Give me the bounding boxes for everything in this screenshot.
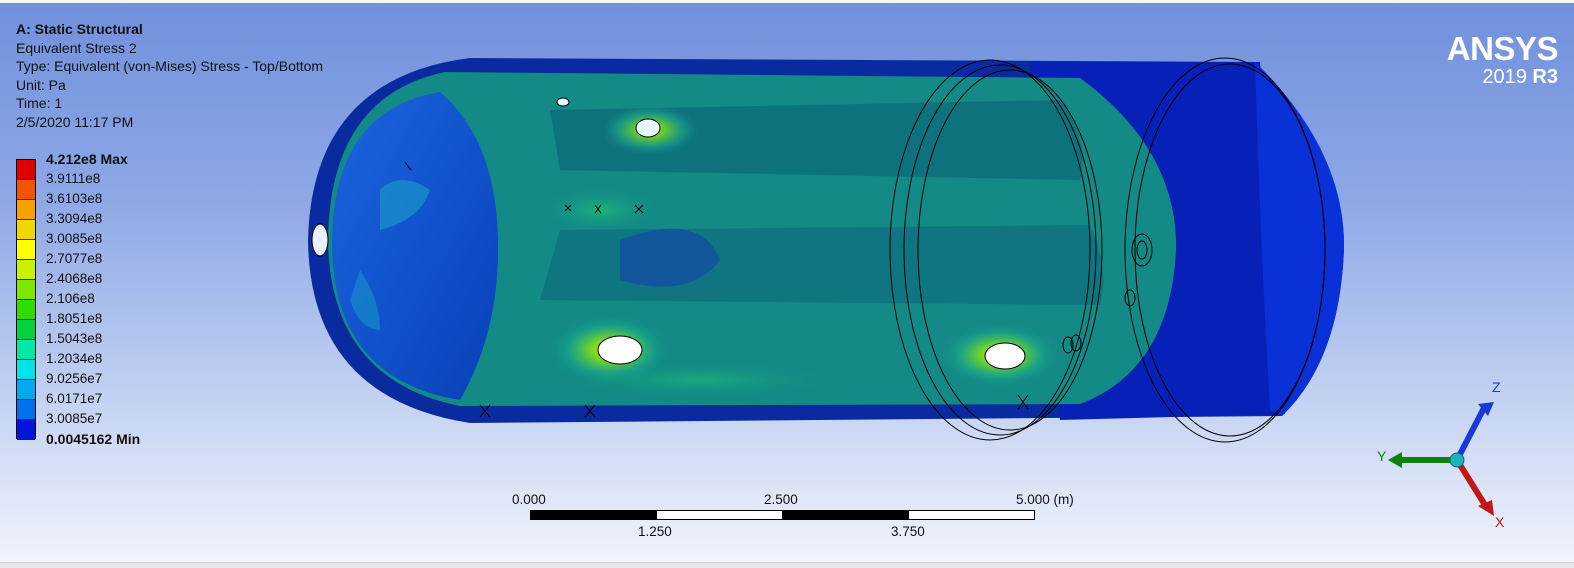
scale-segment-4 <box>908 510 1035 520</box>
result-date: 2/5/2020 11:17 PM <box>16 113 134 130</box>
legend-label: 6.0171e7 <box>46 391 103 406</box>
legend-swatch <box>17 360 35 380</box>
legend-swatch <box>17 180 35 200</box>
status-strip <box>0 562 1574 568</box>
scale-label-2: 2.500 <box>764 492 798 507</box>
vessel-shell <box>308 57 1345 443</box>
legend-label: 0.0045162 Min <box>46 431 141 447</box>
legend-label: 3.3094e8 <box>46 211 103 226</box>
legend-label: 3.9111e8 <box>46 171 101 186</box>
result-name: Equivalent Stress 2 <box>16 39 137 56</box>
scale-label-4: 5.000 (m) <box>1016 492 1074 507</box>
legend-label: 1.5043e8 <box>46 331 103 346</box>
legend-label: 3.0085e8 <box>46 231 103 246</box>
scale-label-3: 3.750 <box>891 524 925 539</box>
legend-label: 2.106e8 <box>46 291 95 306</box>
triad-y-label: Y <box>1377 448 1387 464</box>
result-info-panel: A: Static Structural Equivalent Stress 2… <box>16 20 323 132</box>
result-type: Type: Equivalent (von-Mises) Stress - To… <box>16 58 324 75</box>
legend-swatch <box>17 320 35 340</box>
legend-labels: 4.212e8 Max 3.9111e8 3.6103e8 3.3094e8 3.008… <box>46 151 141 457</box>
legend-swatch <box>17 240 35 260</box>
legend-swatch <box>17 400 35 420</box>
legend-color-bar <box>16 159 36 440</box>
result-unit: Unit: Pa <box>16 76 66 93</box>
triad-x-label: X <box>1495 514 1505 530</box>
legend-label: 9.0256e7 <box>46 371 103 386</box>
legend-label: 3.0085e7 <box>46 411 103 426</box>
scale-segment-1 <box>530 510 657 520</box>
legend-label: 2.4068e8 <box>46 271 103 286</box>
result-time: Time: 1 <box>16 95 63 112</box>
logo-version: 2019 <box>1482 66 1527 88</box>
legend-swatch <box>17 280 35 300</box>
legend-label: 2.7077e8 <box>46 251 103 266</box>
toolbar-edge <box>0 0 1574 3</box>
scale-ruler: 0.000 2.500 5.000 (m) 1.250 3.750 <box>510 490 1090 540</box>
scale-segment-2 <box>656 510 783 520</box>
legend-swatch <box>17 340 35 360</box>
scale-label-1: 1.250 <box>638 524 672 539</box>
legend-swatch <box>17 420 35 440</box>
legend-label: 1.2034e8 <box>46 351 103 366</box>
legend-swatch <box>17 260 35 280</box>
legend-label: 4.212e8 Max <box>46 151 128 167</box>
legend-swatch <box>17 300 35 320</box>
scale-segment-3 <box>782 510 909 520</box>
ansys-logo: ANSYS 2019 R3 <box>1446 30 1559 89</box>
legend-swatch <box>17 380 35 400</box>
axis-triad[interactable]: Z Y X <box>1377 379 1505 530</box>
legend-label: 1.8051e8 <box>46 311 103 326</box>
legend-swatch <box>17 160 35 180</box>
triad-z-label: Z <box>1492 379 1501 395</box>
logo-release: R3 <box>1532 66 1558 88</box>
analysis-title: A: Static Structural <box>16 21 143 37</box>
logo-brand: ANSYS <box>1446 30 1559 67</box>
legend-swatch <box>17 220 35 240</box>
legend-label: 3.6103e8 <box>46 191 103 206</box>
legend-swatch <box>17 200 35 220</box>
scale-label-0: 0.000 <box>512 492 546 507</box>
